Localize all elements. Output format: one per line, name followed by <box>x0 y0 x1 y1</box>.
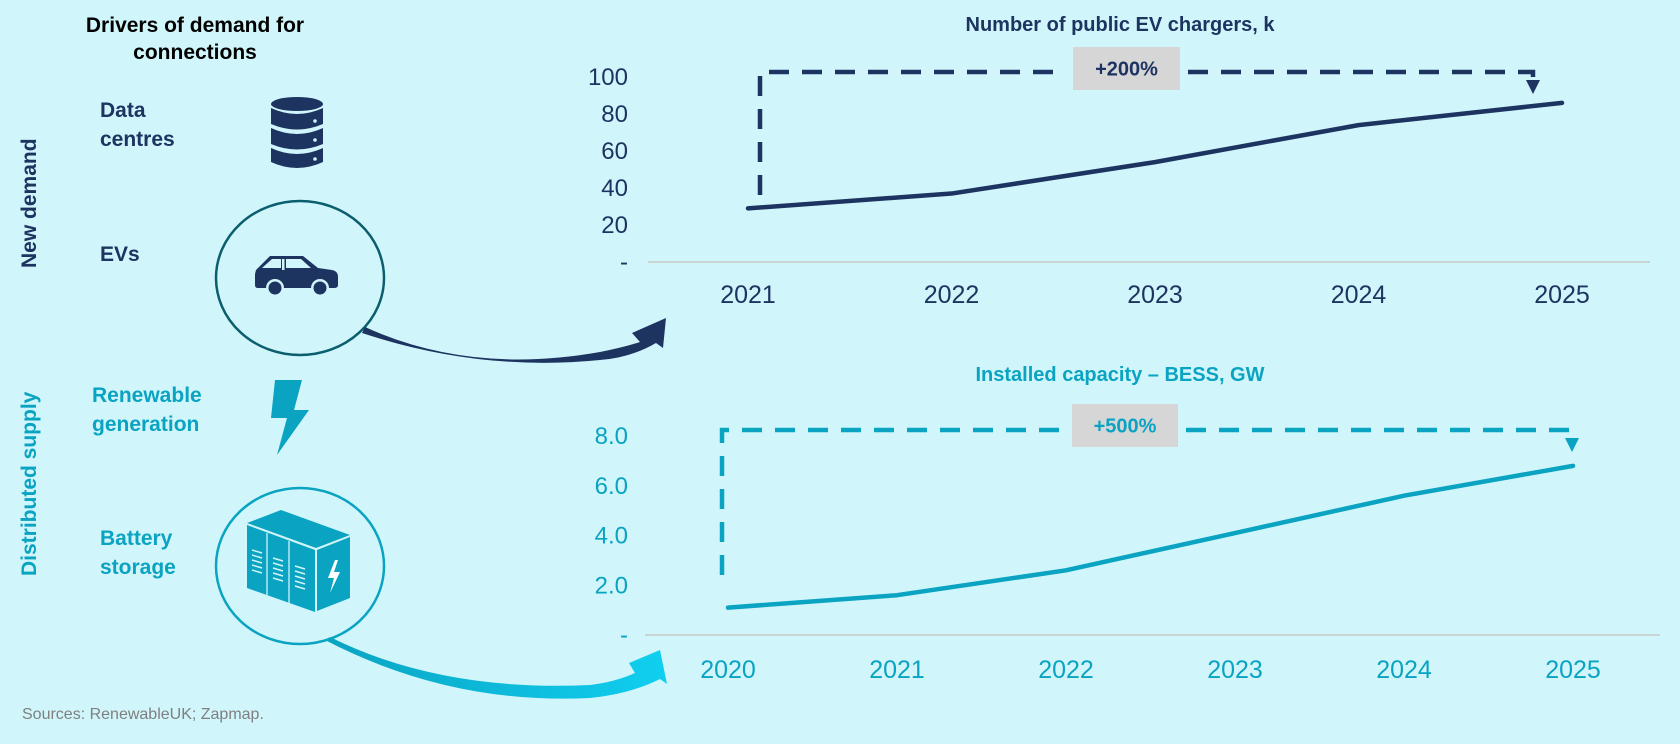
y-tick-label: 100 <box>588 64 628 91</box>
ev-to-chart-arrow <box>362 318 666 363</box>
series-line <box>725 463 1576 610</box>
driver-label-line: centres <box>100 128 175 151</box>
driver-label-line: generation <box>92 413 200 436</box>
chart-title-bess: Installed capacity – BESS, GW <box>975 364 1265 386</box>
y-tick-label: 40 <box>601 175 628 202</box>
growth-arrowhead <box>1526 80 1540 94</box>
series-line <box>745 100 1565 211</box>
driver-label-battery: Battery storage <box>100 524 176 582</box>
sources-note: Sources: RenewableUK; Zapmap. <box>22 706 264 723</box>
lightning-icon <box>271 380 309 455</box>
x-tick-label: 2023 <box>1127 281 1183 309</box>
x-tick-label: 2024 <box>1376 656 1432 684</box>
x-tick-label: 2024 <box>1331 281 1387 309</box>
x-tick-label: 2022 <box>924 281 980 309</box>
driver-label-line: storage <box>100 556 176 579</box>
ev-circle <box>214 199 386 357</box>
x-tick-label: 2021 <box>720 281 776 309</box>
y-tick-label: 4.0 <box>595 523 628 550</box>
driver-label-line: Renewable <box>92 384 202 407</box>
y-tick-label: 2.0 <box>595 572 628 599</box>
x-tick-label: 2021 <box>869 656 925 684</box>
x-tick-label: 2025 <box>1534 281 1590 309</box>
battery-circle <box>214 486 386 646</box>
y-tick-label: - <box>620 249 628 276</box>
battery-to-chart-arrow <box>325 637 667 699</box>
x-tick-label: 2025 <box>1545 656 1601 684</box>
y-tick-label: 6.0 <box>595 473 628 500</box>
driver-label-data-centres: Data centres <box>100 96 175 154</box>
growth-badge <box>1072 404 1178 447</box>
growth-arrowhead <box>1565 438 1579 452</box>
y-tick-label: 80 <box>601 101 628 128</box>
y-tick-label: 60 <box>601 138 628 165</box>
growth-bracket-left <box>719 427 1064 575</box>
growth-badge-label: +500% <box>1094 416 1157 438</box>
x-tick-label: 2023 <box>1207 656 1263 684</box>
growth-bracket-right <box>1188 69 1536 82</box>
car-icon <box>255 256 338 297</box>
driver-label-renewable: Renewable generation <box>92 381 202 439</box>
growth-bracket-right <box>1186 427 1575 440</box>
driver-label-line: Data <box>100 99 146 122</box>
growth-badge <box>1073 47 1180 90</box>
battery-container-icon <box>247 510 350 612</box>
growth-badge-label: +200% <box>1095 59 1158 81</box>
y-tick-label: - <box>620 622 628 649</box>
database-icon <box>271 97 323 168</box>
x-tick-label: 2022 <box>1038 656 1094 684</box>
x-tick-label: 2020 <box>700 656 756 684</box>
main-title: Drivers of demand for connections <box>85 14 305 64</box>
chart-title-ev-chargers: Number of public EV chargers, k <box>965 14 1275 36</box>
y-tick-label: 20 <box>601 212 628 239</box>
driver-label-line: EVs <box>100 243 140 266</box>
driver-label-line: Battery <box>100 527 173 550</box>
y-tick-label: 8.0 <box>595 423 628 450</box>
driver-label-evs: EVs <box>100 240 140 269</box>
growth-bracket-left <box>757 69 1065 195</box>
